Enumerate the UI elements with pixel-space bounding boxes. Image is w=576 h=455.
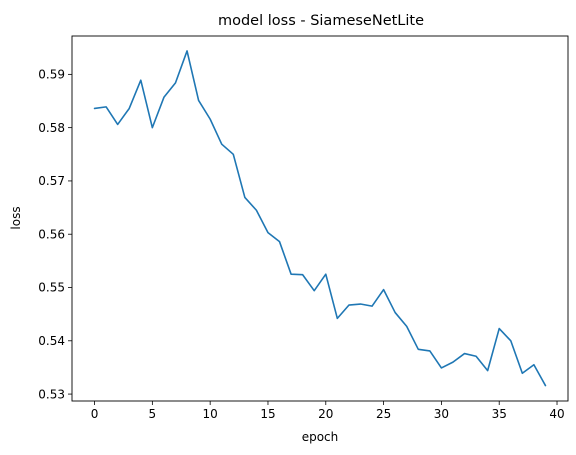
y-tick-label: 0.58 [38,121,65,135]
x-tick-label: 0 [91,407,99,421]
y-tick-label: 0.53 [38,387,65,401]
x-tick-label: 10 [203,407,218,421]
y-tick-label: 0.59 [38,68,65,82]
y-tick-label: 0.56 [38,227,65,241]
y-axis-ticks: 0.53 0.54 0.55 0.56 0.57 0.58 0.59 [38,68,72,401]
loss-series-line [93,50,547,387]
x-tick-label: 5 [149,407,157,421]
y-tick-label: 0.55 [38,281,65,295]
x-tick-label: 40 [549,407,564,421]
chart-title: model loss - SiameseNetLite [218,13,424,29]
y-axis-label: loss [9,206,23,229]
x-tick-label: 35 [492,407,507,421]
x-tick-label: 30 [434,407,449,421]
x-axis-label: epoch [302,430,339,444]
x-tick-label: 20 [318,407,333,421]
x-tick-label: 15 [260,407,275,421]
plot-frame [71,35,569,402]
x-axis-ticks: 0 5 10 15 20 25 30 35 40 [91,401,565,421]
x-tick-label: 25 [376,407,391,421]
y-tick-label: 0.57 [38,174,65,188]
y-tick-label: 0.54 [38,334,65,348]
